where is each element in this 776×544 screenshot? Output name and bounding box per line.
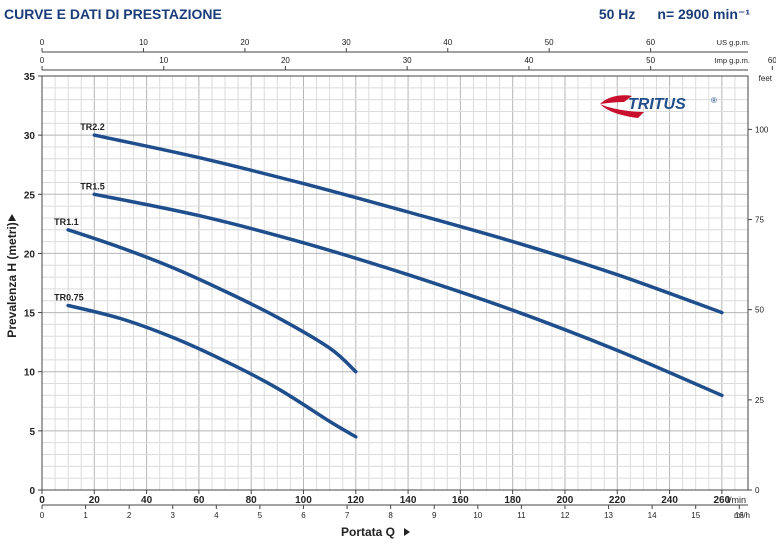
top-tick-label-imp: 50	[646, 56, 655, 65]
x-unit-lmin: l/min	[727, 495, 746, 505]
top-tick-label-imp: 20	[281, 56, 290, 65]
x-tick-label-m3h: 15	[691, 511, 700, 520]
top-tick-label-imp: 40	[524, 56, 533, 65]
top-tick-label-imp: 10	[159, 56, 168, 65]
y-tick-label: 15	[24, 309, 36, 320]
x-tick-label-m3h: 3	[171, 511, 176, 520]
y-tick-label: 30	[24, 131, 36, 142]
top-tick-label-us: 20	[240, 38, 249, 47]
x-tick-label-m3h: 5	[258, 511, 263, 520]
x-tick-label-lmin: 40	[141, 495, 153, 506]
x-tick-label-lmin: 80	[246, 495, 258, 506]
right-tick-label: 100	[755, 125, 769, 134]
speed-label: n= 2900 min⁻¹	[657, 6, 750, 22]
x-tick-label-lmin: 20	[89, 495, 101, 506]
x-tick-label-m3h: 14	[648, 511, 657, 520]
x-tick-label-lmin: 140	[400, 495, 417, 506]
right-tick-label: 25	[755, 396, 764, 405]
x-tick-label-lmin: 160	[452, 495, 469, 506]
top-tick-label-us: 0	[40, 38, 45, 47]
x-tick-label-lmin: 100	[295, 495, 312, 506]
right-tick-label: 0	[755, 486, 760, 495]
curve-tr0-75	[66, 303, 358, 439]
tritus-logo: TRITUS ®	[600, 95, 717, 118]
x-tick-label-lmin: 220	[609, 495, 626, 506]
x-tick-label-lmin: 240	[661, 495, 678, 506]
page-title: CURVE E DATI DI PRESTAZIONE	[4, 6, 222, 22]
curve-label-tr2-2: TR2.2	[80, 122, 105, 132]
curve-label-tr1-1: TR1.1	[54, 217, 79, 227]
top-tick-label-us: 10	[139, 38, 148, 47]
curve-tr1-5	[92, 192, 724, 398]
top-tick-label-imp: 60	[768, 56, 776, 65]
y-tick-label: 0	[29, 486, 35, 497]
y-axis-label: Prevalenza H (metri)	[5, 222, 19, 337]
y-tick-label: 10	[24, 368, 36, 379]
plot-frame	[41, 75, 749, 491]
top-tick-label-imp: 0	[40, 56, 45, 65]
x-tick-label-lmin: 0	[39, 495, 45, 506]
x-tick-label-m3h: 13	[604, 511, 613, 520]
x-tick-label-lmin: 120	[347, 495, 364, 506]
x-tick-label-m3h: 2	[127, 511, 132, 520]
x-axis-label: Portata Q	[341, 525, 395, 539]
x-unit-m3h: m³/h	[734, 511, 750, 520]
axes: 0 20 40 60 80 100 120 140 160 180 200 220 240 260l/mi…	[5, 38, 776, 539]
y-tick-label: 5	[29, 427, 35, 438]
x-tick-label-m3h: 11	[517, 511, 526, 520]
curve-label-tr0-75: TR0.75	[54, 292, 84, 302]
right-tick-label: 50	[755, 306, 764, 315]
x-tick-label-m3h: 6	[301, 511, 306, 520]
frequency-label: 50 Hz	[598, 6, 636, 22]
x-tick-label-m3h: 16	[735, 511, 744, 520]
top-tick-label-us: 50	[545, 38, 554, 47]
arrow-right-icon	[404, 528, 410, 536]
right-unit-feet: feet	[759, 74, 773, 83]
top-unit-imp: Imp g.p.m.	[715, 56, 750, 65]
x-tick-label-m3h: 0	[40, 511, 45, 520]
curve-label-tr1-5: TR1.5	[80, 181, 105, 191]
x-tick-label-m3h: 12	[561, 511, 570, 520]
right-tick-label: 75	[755, 216, 764, 225]
top-tick-label-us: 40	[443, 38, 452, 47]
logo-text: TRITUS	[628, 96, 686, 113]
curve-tr2-2	[92, 133, 724, 315]
y-tick-label: 20	[24, 249, 36, 260]
arrow-up-icon	[8, 214, 16, 221]
x-tick-label-m3h: 8	[388, 511, 393, 520]
rating-info: 50 Hz n= 2900 min⁻¹	[599, 6, 750, 23]
top-tick-label-us: 30	[342, 38, 351, 47]
x-tick-label-m3h: 9	[432, 511, 437, 520]
x-tick-label-m3h: 4	[214, 511, 219, 520]
top-tick-label-imp: 30	[403, 56, 412, 65]
x-tick-label-m3h: 7	[345, 511, 350, 520]
y-tick-label: 35	[24, 72, 36, 83]
logo-registered-mark: ®	[711, 96, 717, 105]
x-tick-label-lmin: 260	[714, 495, 731, 506]
curves: TR2.2 TR1.5 TR1.1 TR0.75	[54, 122, 724, 439]
x-tick-label-m3h: 10	[473, 511, 482, 520]
x-tick-label-m3h: 1	[83, 511, 88, 520]
x-tick-label-lmin: 180	[504, 495, 521, 506]
top-tick-label-us: 60	[646, 38, 655, 47]
y-tick-label: 25	[24, 190, 36, 201]
curve-tr1-1	[66, 228, 358, 374]
x-tick-label-lmin: 200	[557, 495, 574, 506]
x-tick-label-lmin: 60	[193, 495, 205, 506]
top-unit-us: US g.p.m.	[717, 38, 750, 47]
